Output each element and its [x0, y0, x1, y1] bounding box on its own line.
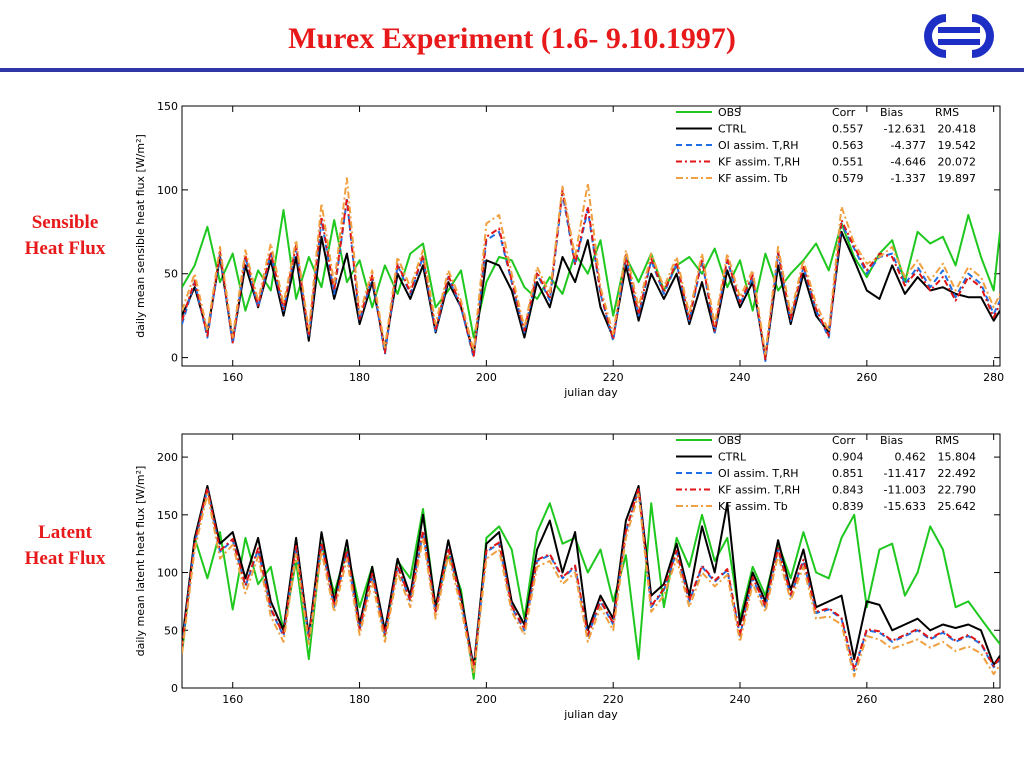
- legend-corr-value: 0.551: [832, 156, 864, 169]
- legend-series-name: OBS: [718, 106, 741, 119]
- legend-bias-value: -11.417: [884, 467, 926, 480]
- title-divider: [0, 68, 1024, 72]
- legend-corr-value: 0.839: [832, 500, 864, 513]
- x-tick-label: 180: [349, 693, 370, 706]
- legend-series-name: OBS: [718, 434, 741, 447]
- legend-rms-value: 22.492: [938, 467, 977, 480]
- legend-rms-value: 25.642: [938, 500, 977, 513]
- legend-rms-value: 22.790: [938, 484, 977, 497]
- x-tick-label: 240: [730, 693, 751, 706]
- latent-chart-svg: 160 180 200 220 240 260 280 0 50 100 150 200 julian …: [134, 433, 1004, 721]
- legend-corr-value: 0.563: [832, 139, 864, 152]
- legend-header: Corr: [832, 434, 856, 447]
- latent-label-line2: Heat Flux: [24, 548, 106, 569]
- plot-frame: [181, 105, 1001, 367]
- plot-frame: [181, 433, 1001, 689]
- legend-bias-value: -1.337: [891, 172, 926, 185]
- series-line-kf-assim-tb: [182, 177, 1000, 356]
- x-tick-label: 160: [222, 693, 243, 706]
- x-axis-title: julian day: [563, 386, 618, 399]
- y-axis-title: daily mean sensible heat flux [W/m²]: [134, 134, 147, 338]
- legend-header: Corr: [832, 106, 856, 119]
- legend-series-name: CTRL: [718, 123, 747, 136]
- sensible-label-line2: Heat Flux: [24, 238, 106, 259]
- slide-title: Murex Experiment (1.6- 9.10.1997): [288, 22, 736, 55]
- series-line-obs: [182, 502, 1000, 680]
- legend-series-name: CTRL: [718, 451, 747, 464]
- legend-bias-value: -11.003: [884, 484, 926, 497]
- y-axis-title: daily mean latent heat flux [W/m²]: [134, 466, 147, 657]
- y-tick-label: 150: [157, 100, 178, 113]
- y-tick-label: 100: [157, 567, 178, 580]
- sensible-heat-flux-chart: 160 180 200 220 240 260 280 0 50 100 150 julian day…: [128, 92, 1008, 404]
- x-tick-label: 180: [349, 371, 370, 384]
- x-tick-label: 220: [603, 371, 624, 384]
- x-tick-label: 280: [983, 693, 1004, 706]
- legend-series-name: KF assim. Tb: [718, 500, 788, 513]
- legend-header: RMS: [935, 434, 959, 447]
- latent-label-line1: Latent: [38, 522, 92, 543]
- legend-corr-value: 0.904: [832, 451, 864, 464]
- y-tick-label: 100: [157, 184, 178, 197]
- series-group: [182, 177, 1000, 362]
- series-line-ctrl: [182, 485, 1000, 669]
- legend-header: RMS: [935, 106, 959, 119]
- series-line-kf-assim-t-rh: [182, 188, 1000, 361]
- legend-corr-value: 0.851: [832, 467, 864, 480]
- legend-rms-value: 20.072: [938, 156, 977, 169]
- latent-heat-flux-label: Latent Heat Flux: [2, 520, 128, 572]
- legend-series-name: OI assim. T,RH: [718, 139, 799, 152]
- sensible-label-line1: Sensible: [31, 212, 99, 233]
- x-tick-label: 260: [856, 693, 877, 706]
- x-tick-label: 280: [983, 371, 1004, 384]
- series-line-kf-assim-t-rh: [182, 487, 1000, 671]
- legend-series-name: KF assim. T,RH: [718, 156, 800, 169]
- x-tick-label: 220: [603, 693, 624, 706]
- ecmwf-logo-icon: [924, 14, 994, 58]
- legend-series-name: KF assim. T,RH: [718, 484, 800, 497]
- y-tick-label: 0: [171, 682, 178, 695]
- latent-heat-flux-chart: 160 180 200 220 240 260 280 0 50 100 150 200 julian …: [128, 420, 1008, 726]
- x-axis-title: julian day: [563, 708, 618, 721]
- x-tick-label: 240: [730, 371, 751, 384]
- legend: Corr Bias RMS OBS CTRL 0.904 0.462 15.804 OI ass…: [676, 434, 976, 513]
- x-tick-label: 260: [856, 371, 877, 384]
- legend-header: Bias: [880, 106, 903, 119]
- y-tick-label: 50: [164, 268, 178, 281]
- x-tick-label: 160: [222, 371, 243, 384]
- series-line-ctrl: [182, 230, 1000, 359]
- y-tick-label: 150: [157, 509, 178, 522]
- y-tick-label: 200: [157, 451, 178, 464]
- series-line-kf-assim-tb: [182, 493, 1000, 678]
- series-line-oi-assim-t-rh: [182, 488, 1000, 672]
- series-line-oi-assim-t-rh: [182, 192, 1000, 362]
- x-tick-label: 200: [476, 371, 497, 384]
- x-tick-label: 200: [476, 693, 497, 706]
- legend-rms-value: 19.542: [938, 139, 977, 152]
- legend-corr-value: 0.579: [832, 172, 864, 185]
- legend-series-name: OI assim. T,RH: [718, 467, 799, 480]
- legend-bias-value: 0.462: [895, 451, 927, 464]
- legend-bias-value: -15.633: [884, 500, 926, 513]
- y-tick-label: 0: [171, 352, 178, 365]
- legend: Corr Bias RMS OBS CTRL 0.557 -12.631 20.418 OI a…: [676, 106, 976, 185]
- legend-corr-value: 0.557: [832, 123, 864, 136]
- legend-header: Bias: [880, 434, 903, 447]
- sensible-chart-svg: 160 180 200 220 240 260 280 0 50 100 150 julian day…: [134, 100, 1004, 399]
- series-group: [182, 485, 1000, 680]
- legend-bias-value: -12.631: [884, 123, 926, 136]
- legend-rms-value: 20.418: [938, 123, 977, 136]
- legend-corr-value: 0.843: [832, 484, 864, 497]
- legend-bias-value: -4.646: [891, 156, 926, 169]
- legend-bias-value: -4.377: [891, 139, 926, 152]
- legend-series-name: KF assim. Tb: [718, 172, 788, 185]
- legend-rms-value: 19.897: [938, 172, 977, 185]
- legend-rms-value: 15.804: [938, 451, 977, 464]
- y-tick-label: 50: [164, 624, 178, 637]
- sensible-heat-flux-label: Sensible Heat Flux: [2, 210, 128, 262]
